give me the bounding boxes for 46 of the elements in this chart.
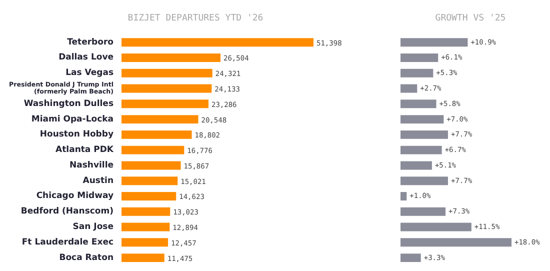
bar <box>122 176 178 186</box>
y-tick-label: Las Vegas <box>66 68 114 78</box>
y-tick-label: Boca Raton <box>59 252 114 263</box>
y-tick-label: Dallas Love <box>58 52 114 63</box>
y-tick-label: Washington Dulles <box>24 98 114 109</box>
bar <box>122 68 212 78</box>
bar <box>400 238 512 247</box>
bar <box>400 222 472 232</box>
bar <box>400 146 442 154</box>
bar <box>400 161 432 170</box>
y-tick-label: Nashville <box>69 160 114 170</box>
bar <box>122 222 170 232</box>
bar <box>400 100 436 108</box>
bar <box>400 130 448 139</box>
bar <box>122 84 212 93</box>
bar <box>400 192 407 200</box>
y-tick-label: Teterboro <box>67 37 114 48</box>
bar <box>400 68 434 78</box>
bar <box>400 176 448 186</box>
bar <box>122 130 192 139</box>
chart-title: GROWTH VS '25 <box>435 14 506 24</box>
y-tick-label: Bedford (Hanscom) <box>20 206 114 217</box>
y-tick-label: San Jose <box>72 222 114 232</box>
bar <box>122 115 198 124</box>
y-tick-label: Ft Lauderdale Exec <box>22 237 114 248</box>
bar <box>122 54 221 62</box>
y-tick-label: Austin <box>82 176 114 186</box>
y-tick-label: Chicago Midway <box>36 191 114 202</box>
bar <box>122 100 208 108</box>
bar <box>400 38 468 47</box>
chart-title: BIZJET DEPARTURES YTD '26 <box>128 14 264 24</box>
bar <box>400 207 446 216</box>
y-tick-label: Houston Hobby <box>40 130 114 140</box>
bar <box>400 115 444 124</box>
bar <box>400 54 438 62</box>
bar <box>122 207 170 216</box>
y-tick-label: Miami Opa-Locka <box>31 114 114 124</box>
bar <box>122 192 176 200</box>
bar <box>122 161 181 170</box>
bar <box>122 238 168 247</box>
bar <box>400 254 421 262</box>
bar <box>122 254 164 262</box>
bar <box>122 146 184 154</box>
bar <box>122 38 314 47</box>
bar <box>400 84 418 93</box>
y-tick-label: Atlanta PDK <box>56 145 114 156</box>
